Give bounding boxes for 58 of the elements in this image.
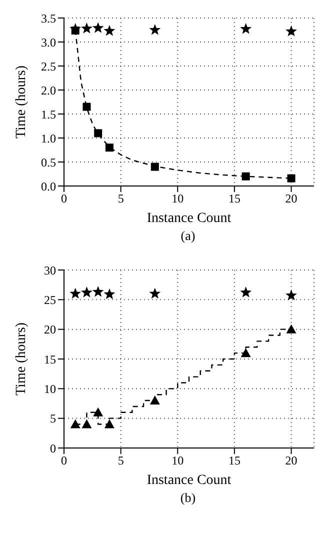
point <box>104 288 116 300</box>
point <box>70 419 80 428</box>
x-tick-label: 10 <box>172 192 184 206</box>
point <box>242 172 250 180</box>
point <box>149 288 161 299</box>
point <box>70 288 82 299</box>
point <box>82 102 91 111</box>
point <box>287 174 296 182</box>
y-tick-label: 15 <box>44 352 56 366</box>
point <box>81 22 92 34</box>
point <box>71 26 80 34</box>
point <box>92 22 104 33</box>
x-tick-label: 5 <box>118 192 124 206</box>
point <box>105 144 114 152</box>
point <box>240 286 252 298</box>
point <box>149 24 161 35</box>
point <box>286 290 297 300</box>
point <box>240 23 252 34</box>
x-tick-label: 0 <box>61 192 67 206</box>
point <box>286 25 297 36</box>
x-tick-label: 20 <box>285 454 298 468</box>
y-tick-label: 0 <box>50 441 56 456</box>
y-tick-label: 20 <box>44 322 56 337</box>
y-tick-label: 0.5 <box>41 155 56 170</box>
y-tick-label: 5 <box>50 412 56 426</box>
y-tick-label: 3.0 <box>41 35 56 50</box>
point <box>150 162 159 171</box>
point <box>92 286 104 297</box>
y-tick-label: 3.5 <box>41 11 56 26</box>
point <box>94 129 102 138</box>
text: (b) <box>179 490 197 506</box>
x-tick-label: 5 <box>118 454 124 468</box>
y-tick-label: 2.0 <box>41 83 56 98</box>
y-tick-label: 0.0 <box>41 179 56 194</box>
point <box>150 396 160 405</box>
x-axis-title: Instance Count <box>146 473 232 488</box>
point <box>81 286 92 298</box>
point <box>104 24 116 36</box>
y-tick-label: 10 <box>44 382 56 396</box>
x-tick-label: 20 <box>285 192 298 206</box>
x-tick-label: 0 <box>61 454 67 468</box>
y-tick-label: 30 <box>44 263 56 278</box>
y-tick-label: 1.5 <box>41 107 56 122</box>
x-tick-label: 10 <box>172 454 184 468</box>
text: (a) <box>180 228 196 244</box>
y-tick-label: 2.5 <box>41 59 56 74</box>
point <box>104 419 114 428</box>
point <box>286 324 296 334</box>
x-tick-label: 15 <box>228 454 240 468</box>
y-axis-title: Time (hours) <box>14 65 29 138</box>
x-tick-label: 15 <box>228 192 240 206</box>
y-axis-title: Time (hours) <box>14 322 29 396</box>
y-tick-label: 1.0 <box>41 131 56 146</box>
x-axis-title: Instance Count <box>146 211 232 226</box>
point <box>93 407 104 416</box>
y-tick-label: 25 <box>44 292 56 307</box>
point <box>82 419 92 428</box>
point <box>240 348 251 358</box>
